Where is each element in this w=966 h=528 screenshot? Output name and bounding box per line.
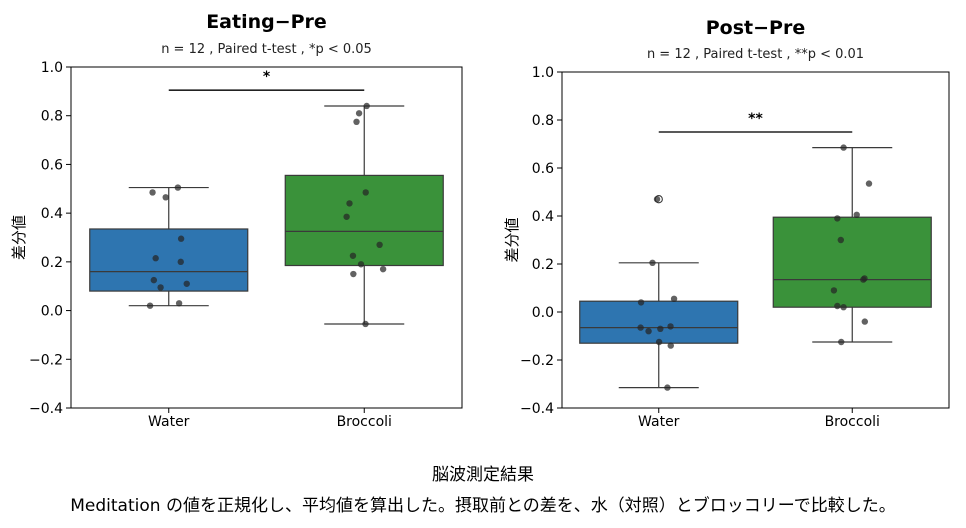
y-tick-label: 0.6 [41,157,63,173]
x-tick-label: Broccoli [337,414,392,430]
data-point [838,338,845,346]
data-point [837,236,845,244]
y-tick-label: 0.8 [532,113,554,129]
y-tick-label: 1.0 [41,60,63,76]
data-point [157,284,164,291]
caption-title: 脳波測定結果 [432,465,534,485]
data-point [175,300,183,307]
box-iqr [579,300,739,344]
data-point [350,270,357,278]
y-tick-label: −0.4 [520,401,554,417]
data-point [834,215,841,222]
box-broccoli [772,144,932,346]
chart-subtitle: n = 12 , Paired t-test , *p < 0.05 [161,42,372,57]
y-tick-label: 0.4 [41,206,63,222]
y-tick-label: 1.0 [532,65,554,81]
y-tick-label: −0.2 [29,352,63,368]
data-point [150,276,158,284]
data-point [649,259,656,266]
data-point [664,384,671,391]
data-point [149,189,156,196]
box-water [579,195,739,391]
data-point [830,287,838,294]
data-point [177,258,184,266]
data-point [346,200,353,207]
data-point [667,342,674,349]
data-point [363,102,370,110]
chart-subtitle: n = 12 , Paired t-test , **p < 0.01 [647,47,864,62]
data-point [177,235,185,242]
data-point [343,213,350,220]
data-point [637,299,645,306]
x-tick-label: Water [638,414,680,430]
y-axis-label: 差分値 [10,215,28,260]
y-tick-label: 0.4 [532,209,554,225]
data-point [152,255,159,262]
y-tick-label: 0.2 [532,257,554,273]
data-point [183,280,190,287]
data-point [653,196,661,203]
y-axis-label: 差分値 [503,217,521,262]
data-point [357,261,365,268]
significance-label: * [263,69,271,85]
data-point [865,180,873,187]
y-tick-label: −0.2 [520,353,554,369]
data-point [834,302,841,310]
data-point [362,320,369,328]
data-point [349,252,357,259]
caption-description: Meditation の値を正規化し、平均値を算出した。摂取前との差を、水（対照… [70,496,896,516]
box-iqr [772,216,932,308]
data-point [645,328,652,335]
data-point [353,118,360,126]
chart-title: Eating−Pre [206,11,327,33]
box-water [89,184,249,309]
box-iqr [89,228,249,292]
data-point [655,338,663,346]
data-point [670,295,678,302]
data-point [853,211,860,218]
data-point [146,302,154,309]
significance-label: ** [748,111,763,127]
plot-frame [561,71,950,409]
y-tick-label: 0.8 [41,109,63,125]
data-point [162,194,169,201]
data-point [657,325,664,332]
data-point [355,110,363,117]
x-tick-label: Water [148,414,190,430]
data-point [860,276,867,283]
data-point [376,241,383,249]
x-tick-label: Broccoli [825,414,880,430]
data-point [174,184,182,191]
y-tick-label: 0.2 [41,255,63,271]
box-broccoli [284,102,444,328]
data-point [362,189,369,196]
y-tick-label: 0.0 [41,304,63,320]
y-tick-label: 0.6 [532,161,554,177]
y-tick-label: −0.4 [29,401,63,417]
plot-frame [70,66,463,409]
y-tick-label: 0.0 [532,305,554,321]
data-point [667,323,674,330]
data-point [840,144,847,151]
chart-1: Eating−Pre n = 12 , Paired t-test , *p < … [10,11,463,430]
data-point [861,318,869,325]
data-point [379,265,387,273]
box-iqr [284,174,444,267]
data-point [637,324,644,331]
chart-title: Post−Pre [706,17,805,39]
chart-2: Post−Pre n = 12 , Paired t-test , **p < 0… [503,17,950,430]
data-point [840,304,847,311]
